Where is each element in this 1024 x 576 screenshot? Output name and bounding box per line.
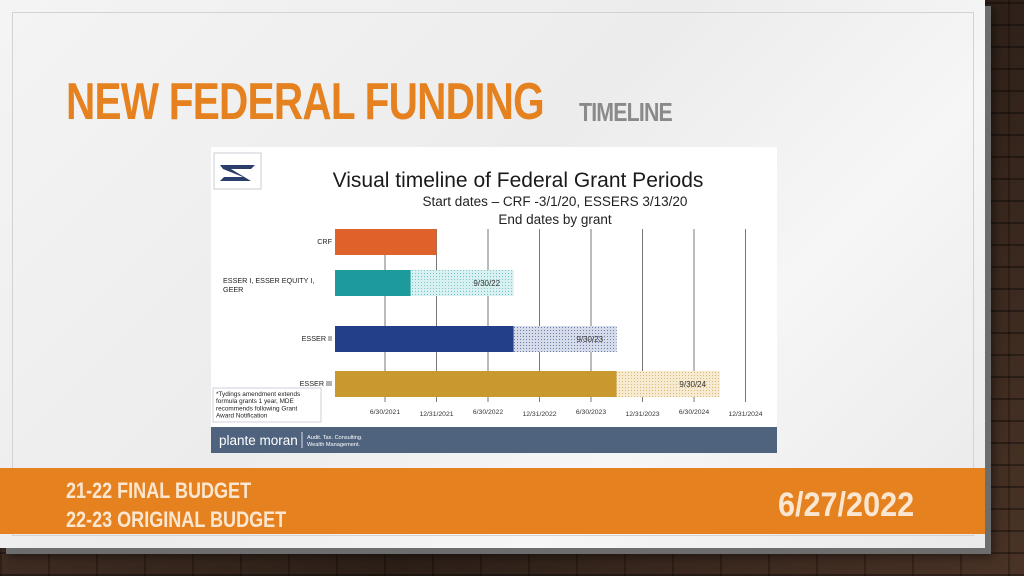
footer-band: [0, 468, 985, 534]
bar-end-label: 9/30/23: [576, 335, 603, 344]
bar-extension: [616, 371, 720, 397]
row-label-line: GEER: [223, 285, 243, 294]
title-sub: TIMELINE: [579, 97, 673, 127]
bar-solid: [335, 371, 617, 397]
x-tick-label: 12/31/2022: [522, 411, 556, 418]
x-tick-label: 6/30/2022: [473, 409, 503, 416]
brand-tagline-2: Wealth Management.: [307, 442, 361, 448]
x-axis-ticks: 6/30/2021 12/31/2021 6/30/2022 12/31/2022 6/…: [370, 409, 763, 418]
logo-mark-icon: [213, 152, 262, 190]
brand-footer-bar: [211, 427, 777, 453]
chart-title: Visual timeline of Federal Grant Periods: [333, 169, 704, 192]
x-tick-label: 12/31/2023: [625, 411, 659, 418]
footer-date: 6/27/2022: [778, 486, 915, 524]
bar-solid: [335, 326, 514, 352]
bar-extension: [410, 270, 514, 296]
bar-end-label: 9/30/22: [473, 279, 500, 288]
brand-tagline-1: Audit. Tax. Consulting.: [307, 435, 363, 441]
x-tick-label: 12/31/2024: [728, 411, 762, 418]
note-line: recommends following Grant: [216, 405, 298, 412]
note-line: formula grants 1 year, MDE: [216, 398, 294, 405]
bar-solid: [335, 229, 437, 255]
slide-border: [12, 12, 974, 536]
x-tick-label: 6/30/2024: [679, 409, 709, 416]
row-labels: CRF ESSER I, ESSER EQUITY I, GEER ESSER II E…: [223, 237, 333, 388]
row-label: CRF: [317, 237, 332, 246]
x-tick-label: 6/30/2021: [370, 409, 400, 416]
chart-subtitle-line1: Start dates – CRF -3/1/20, ESSERS 3/13/2…: [423, 194, 688, 209]
x-tick-label: 12/31/2021: [419, 411, 453, 418]
footer-line-2: 22-23 ORIGINAL BUDGET: [66, 507, 287, 532]
x-tick-label: 6/30/2023: [576, 409, 606, 416]
title-main: NEW FEDERAL FUNDING: [66, 73, 545, 131]
bar-extension: [513, 326, 617, 352]
row-label: ESSER II: [302, 334, 332, 343]
timeline-chart: Visual timeline of Federal Grant Periods…: [211, 152, 777, 453]
brand-name: plante moran: [219, 433, 298, 448]
chart-subtitle-line2: End dates by grant: [498, 212, 612, 227]
row-label-line: ESSER I, ESSER EQUITY I,: [223, 276, 314, 285]
timeline-chart-image: Visual timeline of Federal Grant Periods…: [211, 147, 777, 453]
slide-title: NEW FEDERAL FUNDING TIMELINE: [66, 72, 679, 132]
row-label: ESSER I, ESSER EQUITY I, GEER: [223, 276, 314, 294]
footer-line-1: 21-22 FINAL BUDGET: [66, 478, 252, 503]
tydings-note: *Tydings amendment extends formula grants…: [212, 387, 322, 423]
note-line: *Tydings amendment extends: [216, 391, 300, 398]
footer-budget-labels: 21-22 FINAL BUDGET 22-23 ORIGINAL BUDGET: [66, 476, 286, 534]
bars: 9/30/22 9/30/23 9/30/24: [335, 229, 720, 397]
row-label: ESSER III: [300, 379, 332, 388]
note-text: *Tydings amendment extends formula grants…: [216, 391, 300, 420]
note-line: Award Notification: [216, 413, 268, 420]
bar-solid: [335, 270, 411, 296]
bar-end-label: 9/30/24: [679, 380, 706, 389]
